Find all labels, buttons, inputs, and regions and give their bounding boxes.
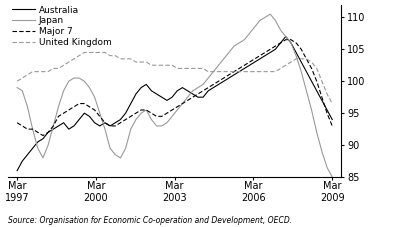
Japan <box>294 54 299 57</box>
Australia <box>97 125 102 127</box>
Australia <box>15 169 19 172</box>
United Kingdom <box>15 80 19 83</box>
Legend: Australia, Japan, Major 7, United Kingdom: Australia, Japan, Major 7, United Kingdo… <box>12 6 112 47</box>
United Kingdom <box>102 51 107 54</box>
Japan <box>268 13 273 15</box>
Line: United Kingdom: United Kingdom <box>17 52 332 104</box>
United Kingdom <box>175 67 180 70</box>
Line: Japan: Japan <box>17 14 332 177</box>
Major 7 <box>330 125 335 127</box>
Major 7 <box>82 102 87 105</box>
Text: index: index <box>357 0 383 2</box>
Japan <box>15 86 19 89</box>
Australia <box>170 96 174 99</box>
Text: Source: Organisation for Economic Co-operation and Development, OECD.: Source: Organisation for Economic Co-ope… <box>8 216 292 225</box>
Major 7 <box>40 134 45 137</box>
Japan <box>97 112 102 115</box>
United Kingdom <box>40 70 45 73</box>
Japan <box>170 115 174 118</box>
United Kingdom <box>211 70 216 73</box>
United Kingdom <box>82 51 87 54</box>
Australia <box>330 118 335 121</box>
United Kingdom <box>294 57 299 60</box>
Australia <box>283 35 288 38</box>
United Kingdom <box>77 54 81 57</box>
Japan <box>330 176 335 178</box>
United Kingdom <box>330 102 335 105</box>
Major 7 <box>283 38 288 41</box>
Japan <box>77 77 81 79</box>
Major 7 <box>102 121 107 124</box>
Australia <box>206 89 211 92</box>
Australia <box>40 137 45 140</box>
Japan <box>40 157 45 159</box>
Major 7 <box>211 83 216 86</box>
Line: Australia: Australia <box>17 37 332 171</box>
Major 7 <box>175 105 180 108</box>
Major 7 <box>46 131 50 134</box>
Major 7 <box>299 48 304 51</box>
Australia <box>294 51 299 54</box>
Major 7 <box>15 121 19 124</box>
Australia <box>77 118 81 121</box>
Japan <box>206 77 211 79</box>
Line: Major 7: Major 7 <box>17 40 332 136</box>
